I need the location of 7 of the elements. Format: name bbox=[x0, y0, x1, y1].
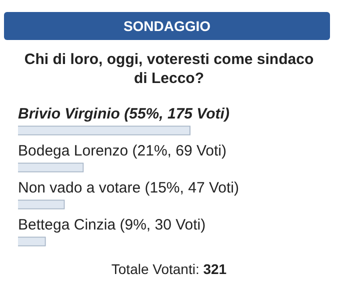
y-tick-label: Bettega Cinzia (9%, 30 Voti) bbox=[18, 216, 206, 234]
chart-subtitle: Chi di loro, oggi, voteresti come sindaco di Lecco? bbox=[23, 50, 315, 88]
y-tick-label: Non vado a votare (15%, 47 Voti) bbox=[18, 180, 239, 197]
y-tick-label: Brivio Virginio (55%, 175 Voti) bbox=[18, 106, 230, 123]
y-tick-label: Bodega Lorenzo (21%, 69 Voti) bbox=[18, 142, 226, 160]
text: Totale Votanti: 321 bbox=[110, 261, 228, 277]
chart-title: SONDAGGIO bbox=[4, 12, 330, 40]
